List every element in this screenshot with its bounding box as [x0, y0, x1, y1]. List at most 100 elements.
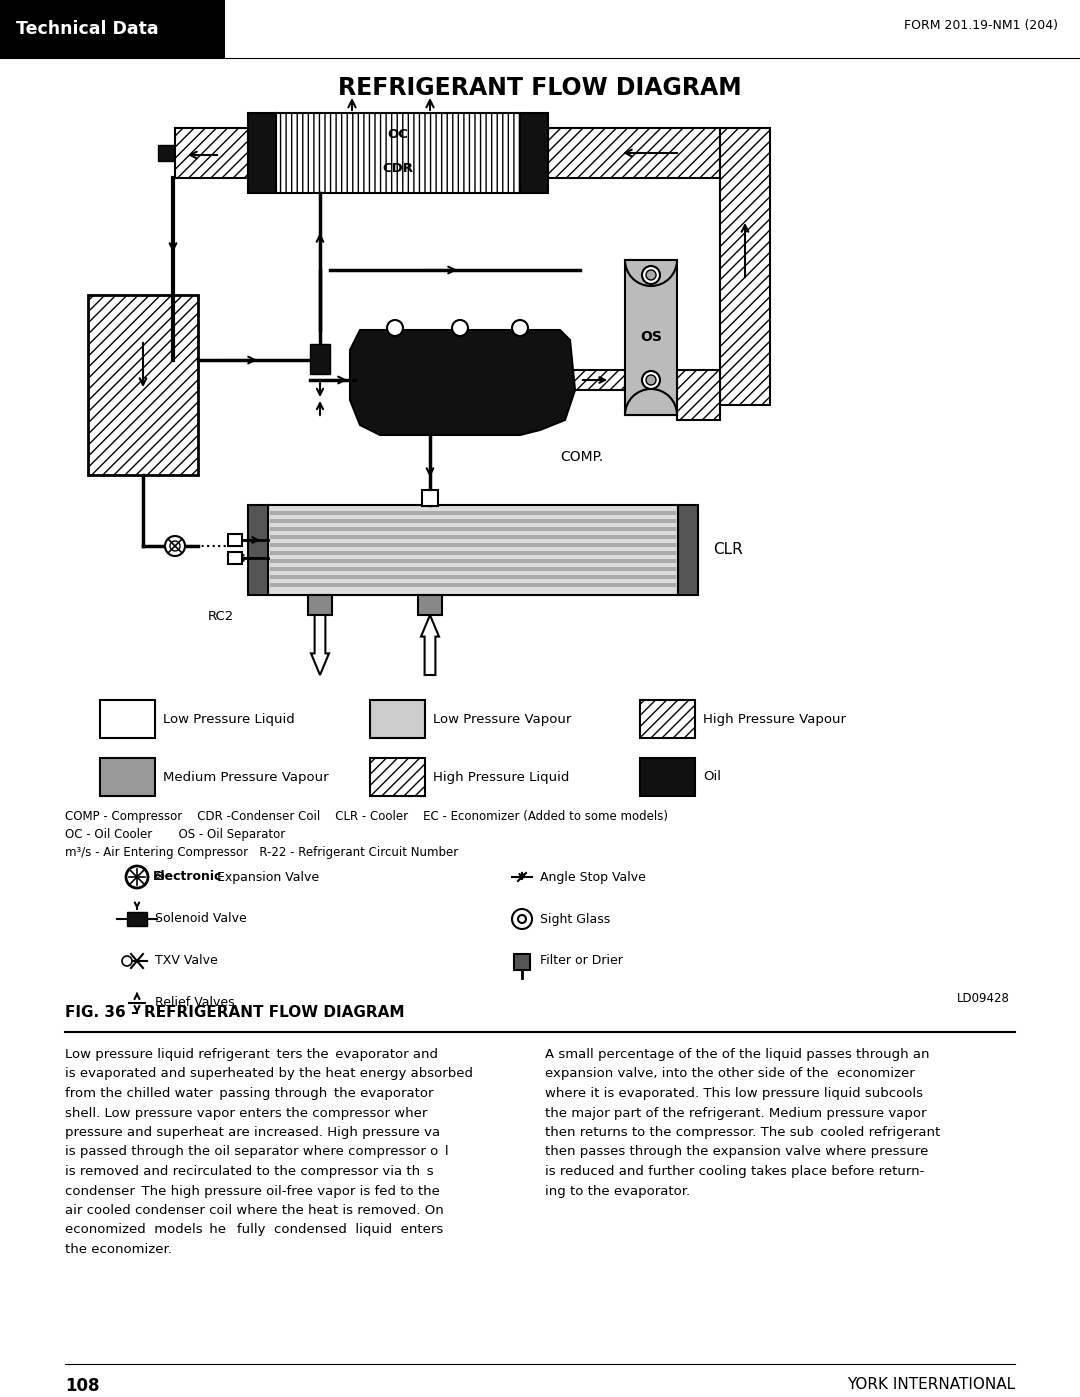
Bar [548, 129, 720, 177]
Circle shape [387, 320, 403, 337]
Text: Sight Glass: Sight Glass [540, 912, 610, 925]
Text: High Pressure Vapour: High Pressure Vapour [703, 712, 846, 725]
Bar [625, 260, 677, 415]
Text: Medium Pressure Vapour: Medium Pressure Vapour [163, 771, 328, 784]
Bar [418, 595, 442, 615]
Bar [422, 490, 438, 506]
Bar [310, 344, 330, 374]
Text: shell. Low pressure vapor enters the compressor wher: shell. Low pressure vapor enters the com… [65, 1106, 434, 1119]
Text: High Pressure Liquid: High Pressure Liquid [433, 771, 569, 784]
Text: is reduced and further cooling takes place before return-: is reduced and further cooling takes pla… [545, 1165, 924, 1178]
Circle shape [122, 956, 132, 965]
Text: FIG. 36 – REFRIGERANT FLOW DIAGRAM: FIG. 36 – REFRIGERANT FLOW DIAGRAM [65, 1004, 405, 1020]
Text: YORK INTERNATIONAL: YORK INTERNATIONAL [847, 1377, 1015, 1391]
Bar [270, 550, 676, 555]
Bar [678, 504, 698, 595]
Polygon shape [350, 330, 575, 434]
Bar [270, 527, 676, 531]
Bar [677, 370, 720, 420]
Circle shape [642, 265, 660, 284]
Circle shape [165, 536, 185, 556]
Circle shape [518, 915, 526, 923]
Bar [270, 559, 676, 563]
Circle shape [512, 320, 528, 337]
Circle shape [453, 320, 468, 337]
Bar [175, 129, 248, 177]
Bar [0, 0, 225, 59]
Bar [268, 504, 678, 595]
Bar [270, 535, 676, 539]
Bar [270, 543, 676, 548]
Text: expansion valve, into the other side of the  economizer: expansion valve, into the other side of … [545, 1067, 915, 1080]
Wedge shape [625, 388, 677, 415]
Bar [127, 912, 147, 926]
Text: then passes through the expansion valve where pressure: then passes through the expansion valve … [545, 1146, 929, 1158]
Text: Low Pressure Vapour: Low Pressure Vapour [433, 712, 571, 725]
Circle shape [646, 374, 656, 386]
Bar [248, 113, 276, 193]
Text: condenser The high pressure oil-free vapor is fed to the: condenser The high pressure oil-free vap… [65, 1185, 440, 1197]
Bar [270, 511, 676, 515]
Bar [100, 759, 156, 796]
Text: RC2: RC2 [207, 610, 234, 623]
Text: COMP - Compressor    CDR -Condenser Coil    CLR - Cooler    EC - Economizer (Add: COMP - Compressor CDR -Condenser Coil CL… [65, 810, 669, 823]
Bar [158, 145, 174, 161]
Bar [519, 113, 548, 193]
Text: Solenoid Valve: Solenoid Valve [156, 912, 246, 925]
Text: Expansion Valve: Expansion Valve [217, 870, 319, 883]
Circle shape [512, 909, 532, 929]
Text: economized  models he  fully  condensed  liquid  enters: economized models he fully condensed liq… [65, 1224, 443, 1236]
Text: TXV Valve: TXV Valve [156, 954, 218, 968]
Text: ⊗: ⊗ [156, 870, 174, 883]
Bar [276, 113, 519, 193]
Bar [270, 583, 676, 587]
Bar [370, 759, 426, 796]
Text: Filter or Drier: Filter or Drier [540, 954, 623, 968]
Text: m³/s - Air Entering Compressor   R-22 - Refrigerant Circuit Number: m³/s - Air Entering Compressor R-22 - Re… [65, 847, 458, 859]
Text: OC - Oil Cooler       OS - Oil Separator: OC - Oil Cooler OS - Oil Separator [65, 828, 285, 841]
Text: Low Pressure Liquid: Low Pressure Liquid [163, 712, 295, 725]
FancyArrow shape [311, 615, 329, 675]
Bar [720, 129, 770, 405]
Text: Oil: Oil [703, 771, 721, 784]
Text: LD09428: LD09428 [957, 992, 1010, 1006]
Text: FORM 201.19-NM1 (204): FORM 201.19-NM1 (204) [904, 18, 1058, 32]
Text: pressure and superheat are increased. High pressure va: pressure and superheat are increased. Hi… [65, 1126, 447, 1139]
Text: Angle Stop Valve: Angle Stop Valve [540, 870, 646, 883]
Circle shape [646, 270, 656, 279]
Text: OS: OS [640, 330, 662, 344]
Bar [228, 534, 242, 546]
Text: Electronic: Electronic [153, 870, 222, 883]
Text: Low pressure liquid refrigerant ters the evaporator and: Low pressure liquid refrigerant ters the… [65, 1048, 438, 1060]
Bar [248, 504, 268, 595]
Bar [370, 700, 426, 738]
Text: COMP.: COMP. [561, 450, 604, 464]
Text: CLR: CLR [713, 542, 743, 557]
Text: from the chilled water passing through the evaporator: from the chilled water passing through t… [65, 1087, 433, 1099]
Text: 108: 108 [65, 1377, 99, 1396]
Text: A small percentage of the of the liquid passes through an: A small percentage of the of the liquid … [545, 1048, 930, 1060]
Bar [308, 595, 332, 615]
Text: is evaporated and superheated by the heat energy absorbed: is evaporated and superheated by the hea… [65, 1067, 473, 1080]
Text: REFRIGERANT FLOW DIAGRAM: REFRIGERANT FLOW DIAGRAM [338, 75, 742, 101]
Text: CDR: CDR [382, 162, 414, 175]
Bar [514, 954, 530, 970]
Circle shape [642, 372, 660, 388]
Text: Relief Valves: Relief Valves [156, 996, 234, 1010]
Text: OC: OC [388, 129, 408, 141]
Wedge shape [625, 260, 677, 286]
Text: is passed through the oil separator where compressor o l: is passed through the oil separator wher… [65, 1146, 448, 1158]
Bar [270, 567, 676, 571]
Text: then returns to the compressor. The sub cooled refrigerant: then returns to the compressor. The sub … [545, 1126, 941, 1139]
Bar [270, 576, 676, 578]
Text: is removed and recirculated to the compressor via th s: is removed and recirculated to the compr… [65, 1165, 434, 1178]
Text: ing to the evaporator.: ing to the evaporator. [545, 1185, 690, 1197]
Bar [640, 759, 696, 796]
Bar [228, 552, 242, 564]
Text: Technical Data: Technical Data [16, 20, 159, 38]
Text: air cooled condenser coil where the heat is removed. On: air cooled condenser coil where the heat… [65, 1204, 444, 1217]
Bar [640, 700, 696, 738]
Text: the economizer.: the economizer. [65, 1243, 172, 1256]
Text: the major part of the refrigerant. Medium pressure vapor: the major part of the refrigerant. Mediu… [545, 1106, 927, 1119]
Text: where it is evaporated. This low pressure liquid subcools: where it is evaporated. This low pressur… [545, 1087, 923, 1099]
